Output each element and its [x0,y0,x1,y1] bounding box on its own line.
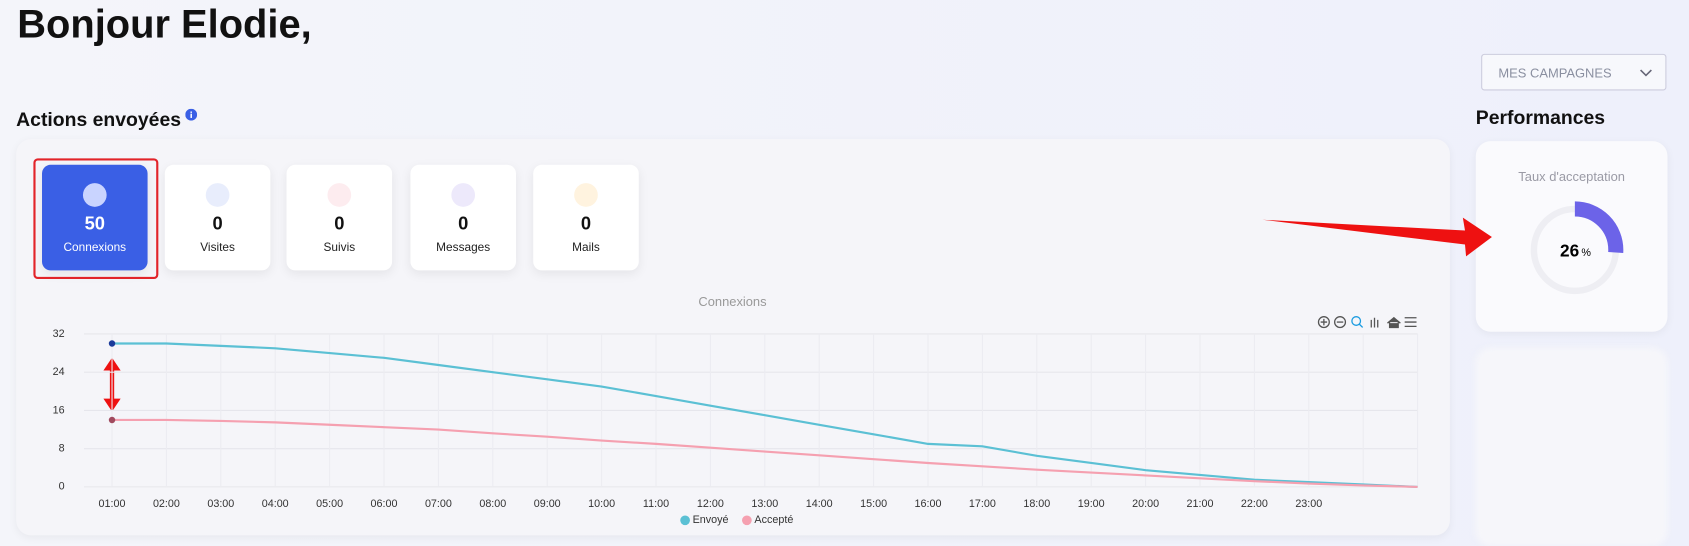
gauge-arc [1526,201,1624,299]
stat-card[interactable]: 0 Visites [164,164,271,271]
y-tick-label: 16 [53,404,65,416]
card-icon [451,183,476,207]
card-label: Mails [572,241,600,255]
performance-card [1475,141,1668,332]
x-tick-label: 18:00 [1023,498,1050,510]
x-tick-label: 08:00 [479,498,506,510]
stat-card[interactable]: 0 Mails [533,164,639,271]
toolbar[interactable] [1317,316,1417,329]
annotation-arrow [1262,217,1492,257]
x-tick-label: 09:00 [534,498,561,510]
x-tick-label: 06:00 [371,498,398,510]
series-line [112,418,1418,488]
card-value: 0 [212,213,223,234]
series-line [112,342,1418,488]
card-icon [327,183,352,207]
x-tick-label: 01:00 [99,498,126,510]
gauge-unit: % [1581,247,1591,259]
y-tick-label: 32 [53,328,65,340]
x-tick-label: 12:00 [697,498,724,510]
y-tick-label: 8 [59,442,65,454]
legend-label: Accepté [754,514,793,526]
section-title: Performances [1475,106,1606,129]
x-tick-label: 19:00 [1078,498,1105,510]
point [108,340,116,347]
card-label: Messages [436,241,491,255]
chart-title: Connexions [698,294,766,309]
x-tick-label: 14:00 [806,498,833,510]
stat-card[interactable]: 0 Suivis [286,164,393,271]
x-tick-label: 05:00 [316,498,343,510]
highlight-box [33,158,159,279]
card-value: 50 [84,213,105,234]
legend-label: Envoyé [693,514,729,526]
select-label[interactable]: MES CAMPAGNES [1498,65,1612,81]
card-label: Visites [200,241,235,255]
x-tick-label: 07:00 [425,498,452,510]
card-icon [574,183,598,207]
legend-swatch [680,515,690,526]
x-tick-label: 03:00 [207,498,234,510]
stat-card[interactable]: 0 Messages [410,164,516,271]
campaign-select[interactable]: MES CAMPAGNES [1481,53,1667,91]
x-tick-label: 17:00 [969,498,996,510]
x-tick-label: 23:00 [1295,498,1322,510]
gauge-value: 26 [1560,241,1579,261]
info-icon[interactable] [185,108,198,121]
x-tick-label: 04:00 [262,498,289,510]
x-tick-label: 21:00 [1187,498,1214,510]
chevron [1640,69,1652,77]
x-tick-label: 20:00 [1132,498,1159,510]
x-tick-label: 02:00 [153,498,180,510]
x-tick-label: 22:00 [1241,498,1268,510]
section-title: Actions envoyées [16,108,182,131]
metric-title: Taux d'acceptation [1518,169,1625,185]
point [108,416,116,424]
stat-card[interactable]: 50 Connexions [42,164,148,271]
card-label: Connexions [63,241,127,255]
card-icon [82,183,107,207]
x-tick-label: 11:00 [643,498,669,510]
x-tick-label: 13:00 [751,498,778,510]
card-icon [205,183,230,207]
x-tick-label: 10:00 [588,498,615,510]
card-value: 0 [580,213,592,234]
y-tick-label: 24 [53,366,65,378]
card-value: 0 [334,213,345,234]
card-value: 0 [458,213,469,234]
x-tick-label: 15:00 [860,498,887,510]
legend-swatch [742,515,752,526]
card-label: Suivis [323,241,356,255]
x-tick-label: 16:00 [915,498,942,510]
y-tick-label: 0 [59,481,65,493]
greeting: Bonjour Elodie, [17,2,312,47]
blurred-card [1475,347,1668,546]
